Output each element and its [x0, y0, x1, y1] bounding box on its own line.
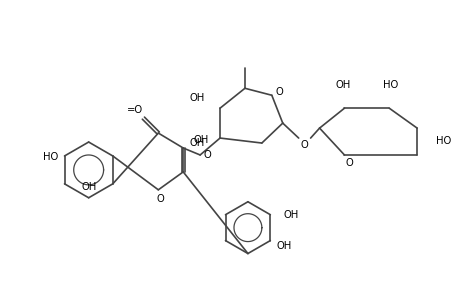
Text: O: O — [345, 158, 353, 168]
Text: OH: OH — [335, 80, 350, 90]
Text: O: O — [275, 87, 283, 97]
Text: OH: OH — [189, 93, 204, 103]
Text: OH: OH — [81, 182, 96, 192]
Text: O: O — [156, 194, 164, 204]
Text: OH: OH — [282, 210, 298, 220]
Text: O: O — [300, 140, 308, 150]
Text: OH: OH — [193, 135, 208, 145]
Text: OH: OH — [275, 241, 291, 250]
Text: HO: HO — [43, 152, 58, 162]
Text: HO: HO — [382, 80, 397, 90]
Text: HO: HO — [436, 136, 451, 146]
Text: =O: =O — [127, 105, 143, 115]
Text: OH: OH — [189, 138, 204, 148]
Text: O: O — [203, 150, 211, 160]
